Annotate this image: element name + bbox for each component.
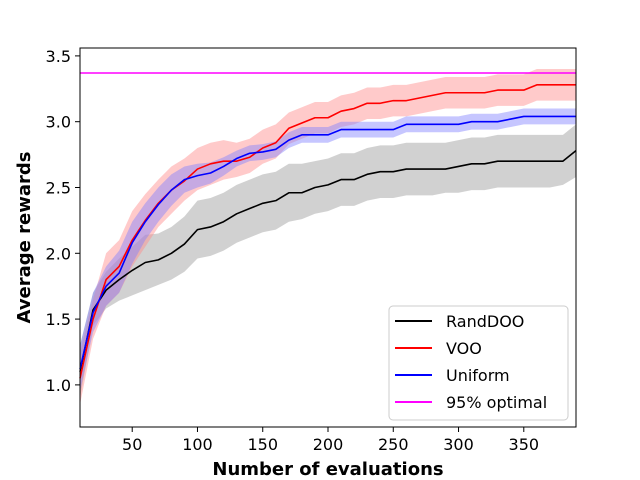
x-tick-label: 250	[378, 435, 409, 454]
legend: RandDOO VOO Uniform 95% optimal	[388, 305, 569, 421]
legend-label-95-optimal: 95% optimal	[446, 393, 547, 412]
band-uniform	[80, 108, 576, 392]
y-tick-label: 3.0	[46, 113, 71, 132]
band-voo	[80, 69, 576, 405]
legend-label-randdoo: RandDOO	[446, 312, 524, 331]
legend-label-voo: VOO	[446, 339, 482, 358]
line-uniform	[79, 115, 576, 370]
legend-box	[388, 305, 569, 421]
y-tick-label: 2.5	[46, 178, 71, 197]
x-tick-label: 300	[443, 435, 474, 454]
y-axis-label: Average rewards	[14, 152, 35, 324]
x-tick-label: 100	[182, 435, 213, 454]
x-tick-label: 150	[247, 435, 278, 454]
x-tick-label: 200	[313, 435, 344, 454]
legend-label-uniform: Uniform	[446, 366, 510, 385]
band-randdoo	[80, 124, 576, 399]
line-randdoo	[79, 150, 577, 372]
y-tick-label: 1.0	[46, 376, 71, 395]
y-axis-ticks: 1.0 1.5 2.0 2.5 3.0 3.5	[46, 47, 80, 395]
x-tick-label: 350	[509, 435, 540, 454]
series-lines	[79, 72, 577, 379]
y-tick-label: 3.5	[46, 47, 71, 66]
confidence-bands	[80, 69, 576, 405]
x-axis-label: Number of evaluations	[212, 459, 443, 480]
x-axis-ticks: 50 100 150 200 250 300 350	[122, 427, 539, 454]
y-tick-label: 1.5	[46, 310, 71, 329]
x-tick-label: 50	[122, 435, 142, 454]
y-tick-label: 2.0	[46, 244, 71, 263]
